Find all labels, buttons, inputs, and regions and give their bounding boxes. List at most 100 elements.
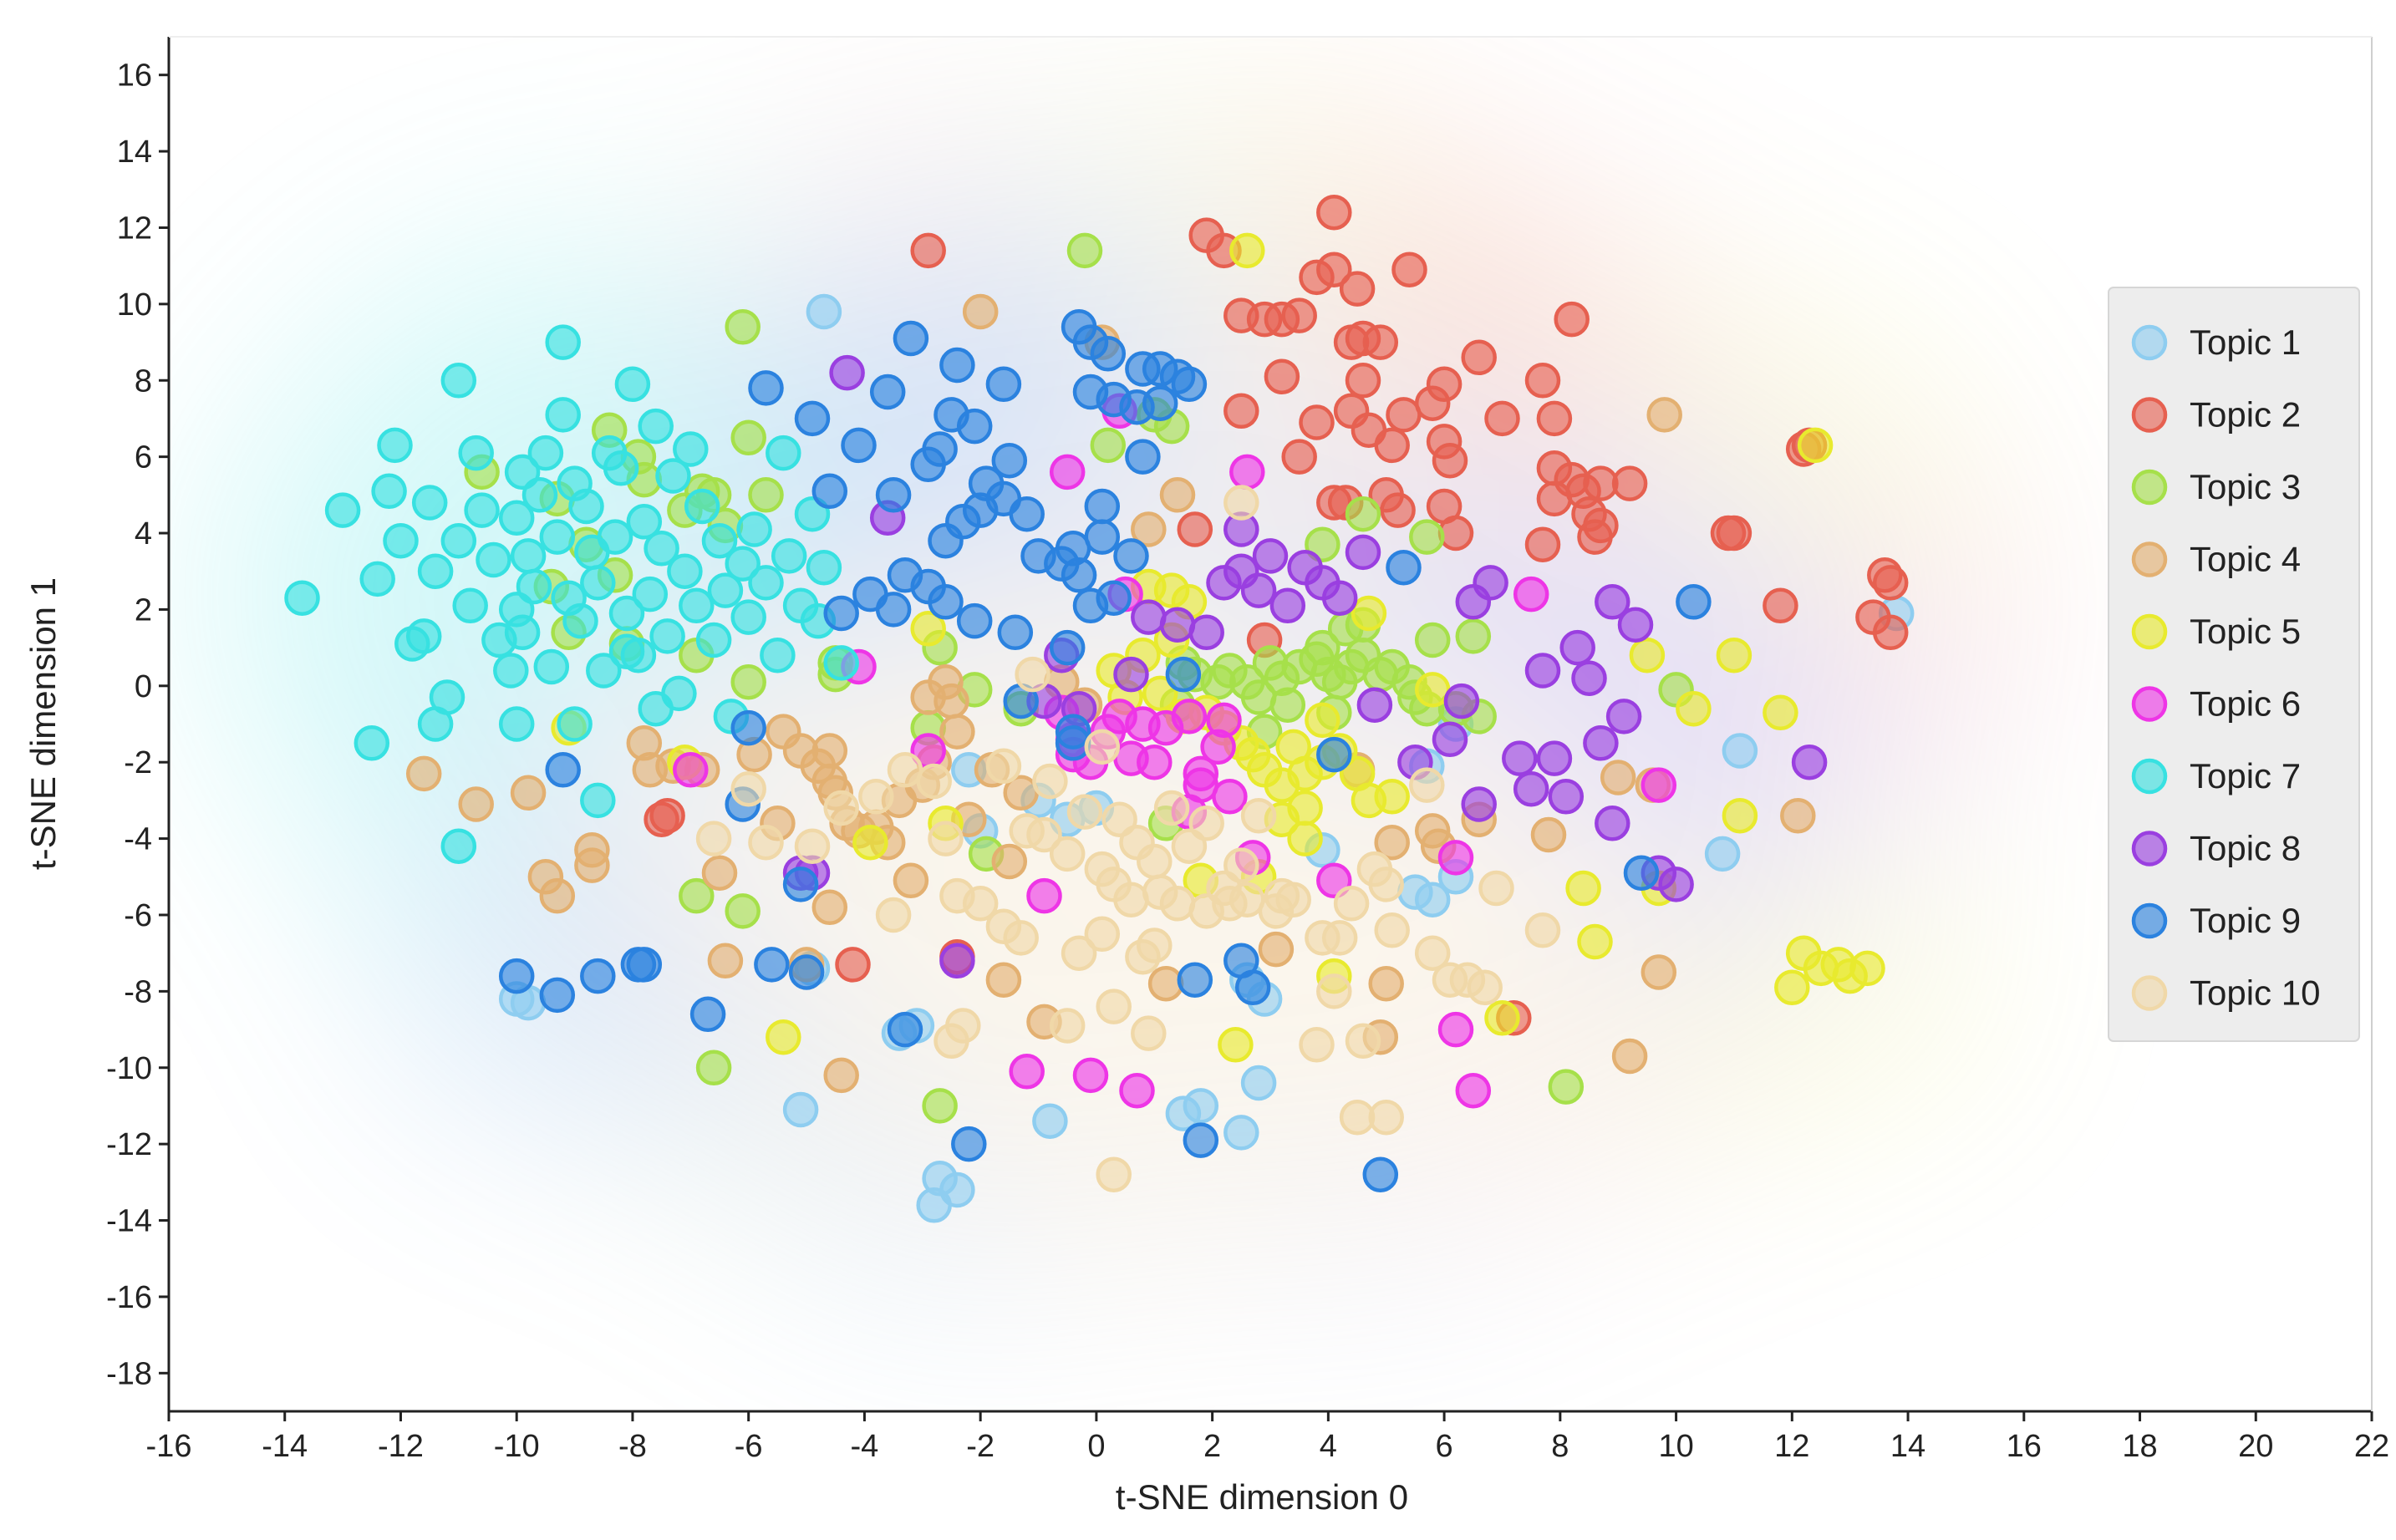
point-topic-4-42 [823, 1057, 859, 1094]
point-topic-8-37 [1658, 867, 1694, 902]
point-topic-6-23 [1316, 862, 1352, 899]
point-topic-6-21 [1049, 454, 1086, 490]
point-topic-9-76 [1055, 725, 1091, 761]
point-topic-9-59 [580, 958, 616, 994]
point-topic-4-62 [1159, 477, 1196, 513]
legend-label: Topic 3 [2190, 467, 2301, 506]
point-topic-10-0 [985, 748, 1022, 785]
point-topic-10-54 [1467, 969, 1503, 1006]
point-topic-9-3 [956, 408, 993, 445]
point-topic-2-50 [1716, 515, 1752, 551]
point-topic-9-21 [1084, 519, 1121, 555]
point-topic-8-17 [1321, 580, 1358, 616]
point-topic-8-33 [1595, 806, 1630, 841]
point-topic-4-58 [1646, 397, 1682, 433]
point-topic-8-24 [1461, 786, 1497, 822]
point-topic-10-33 [887, 752, 923, 788]
y-tick-label: 0 [135, 669, 152, 704]
x-tick-label: 2 [1203, 1429, 1221, 1464]
point-topic-2-24 [1223, 393, 1259, 429]
point-topic-10-36 [748, 824, 784, 861]
point-topic-4-47 [1368, 965, 1404, 1002]
point-topic-4-61 [1131, 511, 1167, 547]
point-topic-7-44 [632, 576, 669, 612]
point-topic-8-41 [1473, 565, 1508, 601]
point-topic-6-26 [1437, 1011, 1474, 1048]
y-tick-label: -4 [124, 822, 152, 857]
point-topic-2-59 [649, 797, 685, 834]
point-topic-10-3 [1049, 836, 1086, 872]
point-topic-9-75 [788, 954, 825, 990]
point-topic-7-71 [417, 706, 454, 742]
legend-marker [2131, 541, 2168, 577]
point-topic-4-55 [1641, 954, 1677, 990]
point-topic-5-37 [1577, 923, 1613, 960]
point-topic-6-28 [1009, 1054, 1045, 1090]
point-topic-2-38 [1437, 515, 1474, 551]
point-topic-10-40 [1003, 920, 1039, 956]
point-topic-8-19 [1345, 534, 1381, 571]
point-topic-4-0 [962, 293, 999, 330]
point-topic-5-1 [910, 611, 946, 647]
point-topic-10-59 [1096, 1156, 1132, 1192]
point-topic-9-58 [620, 947, 657, 983]
legend-item-topic-6: Topic 6 [2131, 684, 2301, 724]
point-topic-7-38 [597, 519, 633, 555]
point-topic-9-65 [782, 867, 819, 902]
point-topic-2-53 [1763, 587, 1798, 624]
point-topic-9-39 [956, 602, 993, 639]
point-topic-6-25 [1513, 576, 1549, 612]
point-topic-9-9 [869, 374, 906, 410]
point-topic-7-68 [806, 549, 842, 586]
point-topic-7-26 [533, 648, 570, 685]
point-topic-10-51 [1414, 935, 1451, 971]
legend-item-topic-3: Topic 3 [2131, 467, 2301, 506]
legend-item-topic-10: Topic 10 [2131, 973, 2320, 1013]
legend-label: Topic 9 [2190, 901, 2301, 940]
point-topic-10-49 [1345, 1023, 1381, 1060]
point-topic-3-56 [1345, 496, 1381, 532]
point-topic-2-23 [1524, 363, 1561, 399]
point-topic-7-62 [760, 637, 796, 673]
series-topic-10 [695, 485, 1561, 1192]
point-topic-9-10 [841, 427, 877, 464]
y-tick-label: -6 [124, 898, 152, 933]
point-topic-10-34 [858, 779, 894, 815]
point-topic-7-14 [464, 492, 500, 528]
point-topic-9-18 [1009, 496, 1045, 532]
point-topic-6-27 [1455, 1072, 1492, 1109]
y-tick-label: -12 [106, 1127, 152, 1162]
point-topic-3-1 [1066, 232, 1103, 269]
legend-label: Topic 1 [2190, 323, 2301, 362]
point-topic-1-25 [1704, 836, 1741, 872]
point-topic-7-23 [516, 568, 552, 605]
point-topic-6-18 [1026, 877, 1062, 914]
point-topic-3-65 [922, 1088, 958, 1124]
point-topic-10-21 [1229, 882, 1265, 917]
point-topic-7-40 [608, 595, 645, 632]
point-topic-10-32 [916, 763, 952, 800]
point-topic-6-17 [1212, 779, 1248, 815]
point-topic-10-14 [1240, 797, 1277, 834]
point-topic-8-8 [1159, 607, 1196, 643]
point-topic-9-28 [1171, 366, 1208, 403]
legend: Topic 1 Topic 2 Topic 3 Topic 4 Topic 5 Topic… [2108, 287, 2360, 1042]
point-topic-4-37 [991, 843, 1028, 880]
point-topic-7-56 [707, 572, 744, 608]
legend-marker [2131, 975, 2168, 1011]
point-topic-10-60 [1264, 877, 1300, 914]
point-topic-9-49 [1061, 557, 1097, 593]
point-topic-2-60 [835, 947, 871, 983]
point-topic-7-27 [539, 519, 576, 555]
legend-marker [2131, 686, 2168, 722]
point-topic-7-19 [498, 500, 535, 536]
point-topic-9-52 [1386, 549, 1422, 586]
point-topic-10-48 [1316, 973, 1352, 1009]
legend-box [2108, 287, 2360, 1042]
point-topic-9-35 [1090, 336, 1127, 372]
point-topic-7-1 [324, 492, 361, 528]
point-topic-9-23 [1113, 538, 1149, 574]
point-topic-6-31 [673, 752, 709, 788]
point-topic-2-25 [1299, 404, 1335, 440]
point-topic-9-38 [887, 557, 923, 593]
